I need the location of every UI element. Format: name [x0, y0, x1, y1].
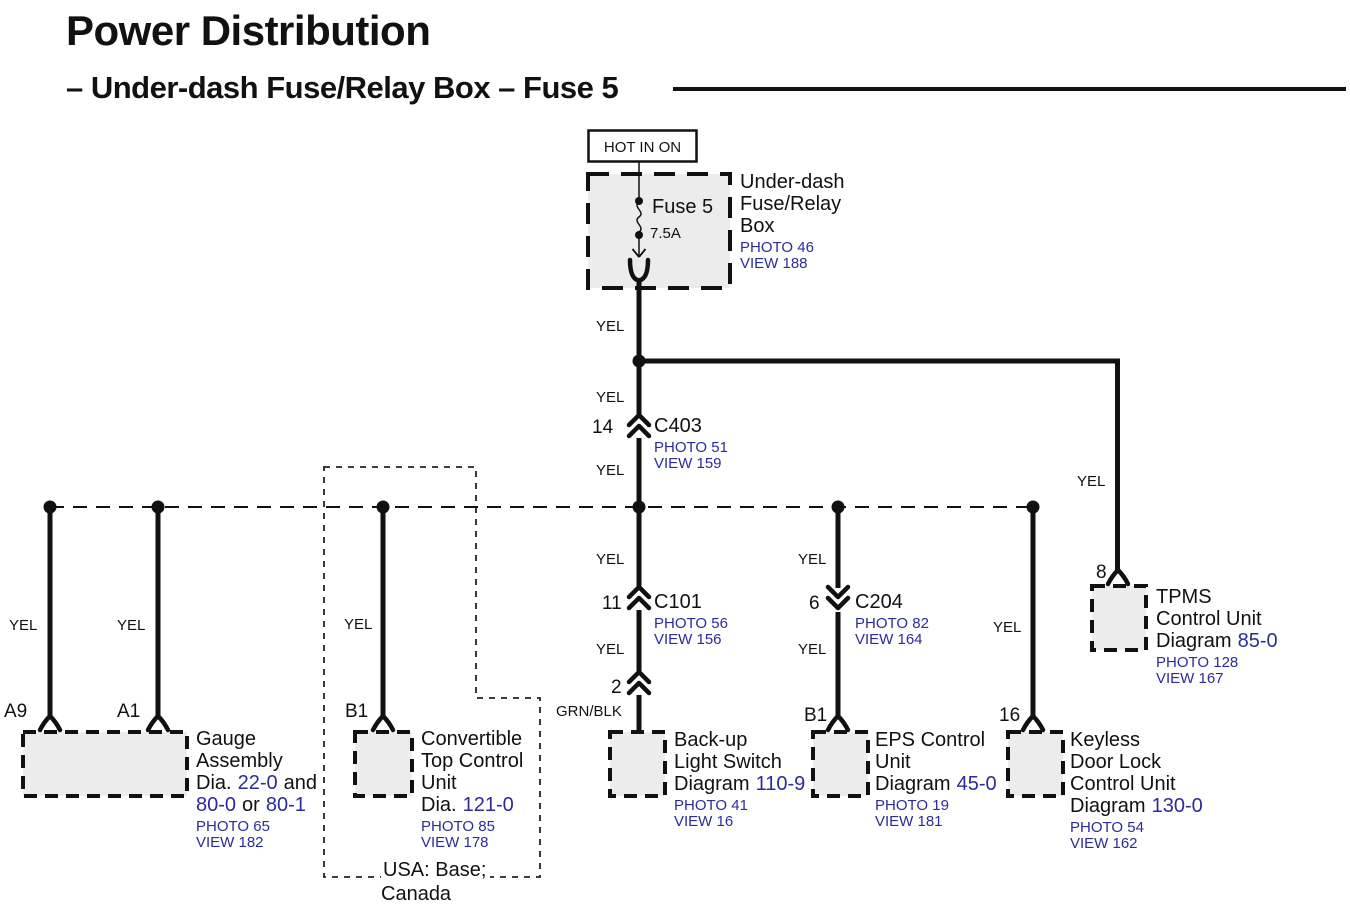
fuse-rating-label: 7.5A	[650, 225, 681, 242]
wire-color-label-yel: YEL	[596, 389, 625, 406]
wire-color-label-grn-blk: GRN/BLK	[556, 703, 622, 720]
connector-chevrons	[626, 412, 851, 696]
convertible-top-label: Convertible Top Control Unit Dia. 121-0 P…	[421, 728, 524, 851]
wire-color-label-yel: YEL	[993, 619, 1022, 636]
keyless-door-lock-box	[1006, 730, 1065, 798]
c403-chevron	[626, 412, 652, 439]
fuse-relay-box-outline	[586, 172, 732, 290]
c101-label: C101 PHOTO 56 VIEW 156	[654, 591, 728, 648]
fuse-name-label: Fuse 5	[652, 196, 714, 218]
convertible-pin-b1-label: B1	[345, 701, 369, 722]
eps-photo-ref: PHOTO 19	[875, 797, 949, 814]
fuse-box-photo-ref: PHOTO 46	[740, 239, 814, 256]
c204-label: C204 PHOTO 82 VIEW 164	[855, 591, 929, 648]
backup-photo-ref: PHOTO 41	[674, 797, 748, 814]
c204-photo-ref: PHOTO 82	[855, 615, 929, 632]
tpms-pin-8-label: 8	[1096, 562, 1107, 583]
c204-chevron	[825, 584, 851, 611]
keyless-door-lock-label: Keyless Door Lock Control Unit Diagram 13…	[1070, 729, 1203, 852]
wire-color-label-yel: YEL	[596, 641, 625, 658]
keyless-view-ref: VIEW 162	[1070, 835, 1138, 852]
convertible-view-ref: VIEW 178	[421, 834, 489, 851]
tpms-control-unit-label: TPMS Control Unit Diagram 85-0 PHOTO 128 …	[1156, 586, 1278, 687]
gauge-pin-a1-label: A1	[117, 701, 141, 722]
gauge-photo-ref: PHOTO 65	[196, 818, 270, 835]
tpms-branch-wire	[639, 358, 1120, 570]
convertible-diagram-ref: 121-0	[462, 794, 514, 816]
gauge-assembly-label: Gauge Assembly Dia. 22-0 and 80-0 or 80-1 PH…	[196, 728, 317, 851]
keyless-diagram-ref: 130-0	[1151, 795, 1203, 817]
keyless-photo-ref: PHOTO 54	[1070, 819, 1144, 836]
wire-color-label-yel: YEL	[596, 551, 625, 568]
c101-view-ref: VIEW 156	[654, 631, 722, 648]
usa-note-label: USA: Base; Canada	[381, 858, 491, 906]
wire-color-label-yel: YEL	[1077, 473, 1106, 490]
tpms-control-unit-box	[1090, 584, 1148, 652]
gauge-assembly-box	[21, 730, 189, 798]
fuse-relay-box-label: Under-dash Fuse/Relay Box PHOTO 46 VIEW …	[740, 171, 845, 272]
keyless-pin-16-label: 16	[999, 705, 1021, 726]
c204-view-ref: VIEW 164	[855, 631, 923, 648]
backup-diagram-ref: 110-9	[755, 773, 806, 795]
c403-label: C403 PHOTO 51 VIEW 159	[654, 415, 728, 472]
wire-color-label-yel: YEL	[798, 641, 827, 658]
convertible-photo-ref: PHOTO 85	[421, 818, 495, 835]
eps-pin-b1-label: B1	[804, 705, 828, 726]
eps-diagram-ref: 45-0	[956, 773, 997, 795]
c101-pin-label: 11	[602, 593, 622, 614]
convertible-top-box	[353, 730, 414, 798]
c403-pin-label: 14	[592, 417, 614, 438]
gauge-diagram-ref: 22-0	[237, 772, 278, 794]
tpms-diagram-ref: 85-0	[1237, 630, 1278, 652]
gauge-pin-a9-label: A9	[4, 701, 28, 722]
component-boxes	[21, 584, 1148, 798]
terminals	[37, 566, 1131, 733]
tpms-photo-ref: PHOTO 128	[1156, 654, 1239, 671]
wire-color-label-yel: YEL	[596, 318, 625, 335]
eps-control-unit-label: EPS Control Unit Diagram 45-0 PHOTO 19 VI…	[875, 729, 997, 830]
gauge-diagram-ref: 80-0	[196, 794, 237, 816]
tpms-view-ref: VIEW 167	[1156, 670, 1224, 687]
backup-pin-label: 2	[611, 677, 622, 698]
c204-pin-label: 6	[809, 593, 820, 614]
hot-in-on-label: HOT IN ON	[603, 139, 682, 156]
fuse-symbol	[627, 161, 651, 283]
page-title: Power Distribution	[66, 7, 431, 54]
c101-chevron	[626, 584, 652, 611]
c403-photo-ref: PHOTO 51	[654, 439, 728, 456]
wire-color-label-yel: YEL	[798, 551, 827, 568]
c101-photo-ref: PHOTO 56	[654, 615, 728, 632]
backup-light-switch-box	[608, 730, 667, 798]
usa-region-outline	[323, 466, 541, 878]
junction-dots	[43, 354, 1040, 514]
wire-color-label-yel: YEL	[9, 617, 38, 634]
pin2-chevron	[626, 669, 652, 696]
page-subtitle: – Under-dash Fuse/Relay Box – Fuse 5	[66, 70, 619, 105]
wire-color-label-yel: YEL	[596, 462, 625, 479]
wire-color-label-yel: YEL	[344, 616, 373, 633]
backup-light-switch-label: Back-up Light Switch Diagram 110-9 PHOTO …	[674, 729, 806, 830]
backup-view-ref: VIEW 16	[674, 813, 734, 830]
wire-color-label-yel: YEL	[117, 617, 146, 634]
eps-view-ref: VIEW 181	[875, 813, 943, 830]
fuse-box-view-ref: VIEW 188	[740, 255, 808, 272]
c403-view-ref: VIEW 159	[654, 455, 722, 472]
eps-control-unit-box	[811, 730, 870, 798]
gauge-diagram-ref: 80-1	[265, 794, 306, 816]
gauge-view-ref: VIEW 182	[196, 834, 264, 851]
hot-in-on-outline	[587, 129, 698, 163]
